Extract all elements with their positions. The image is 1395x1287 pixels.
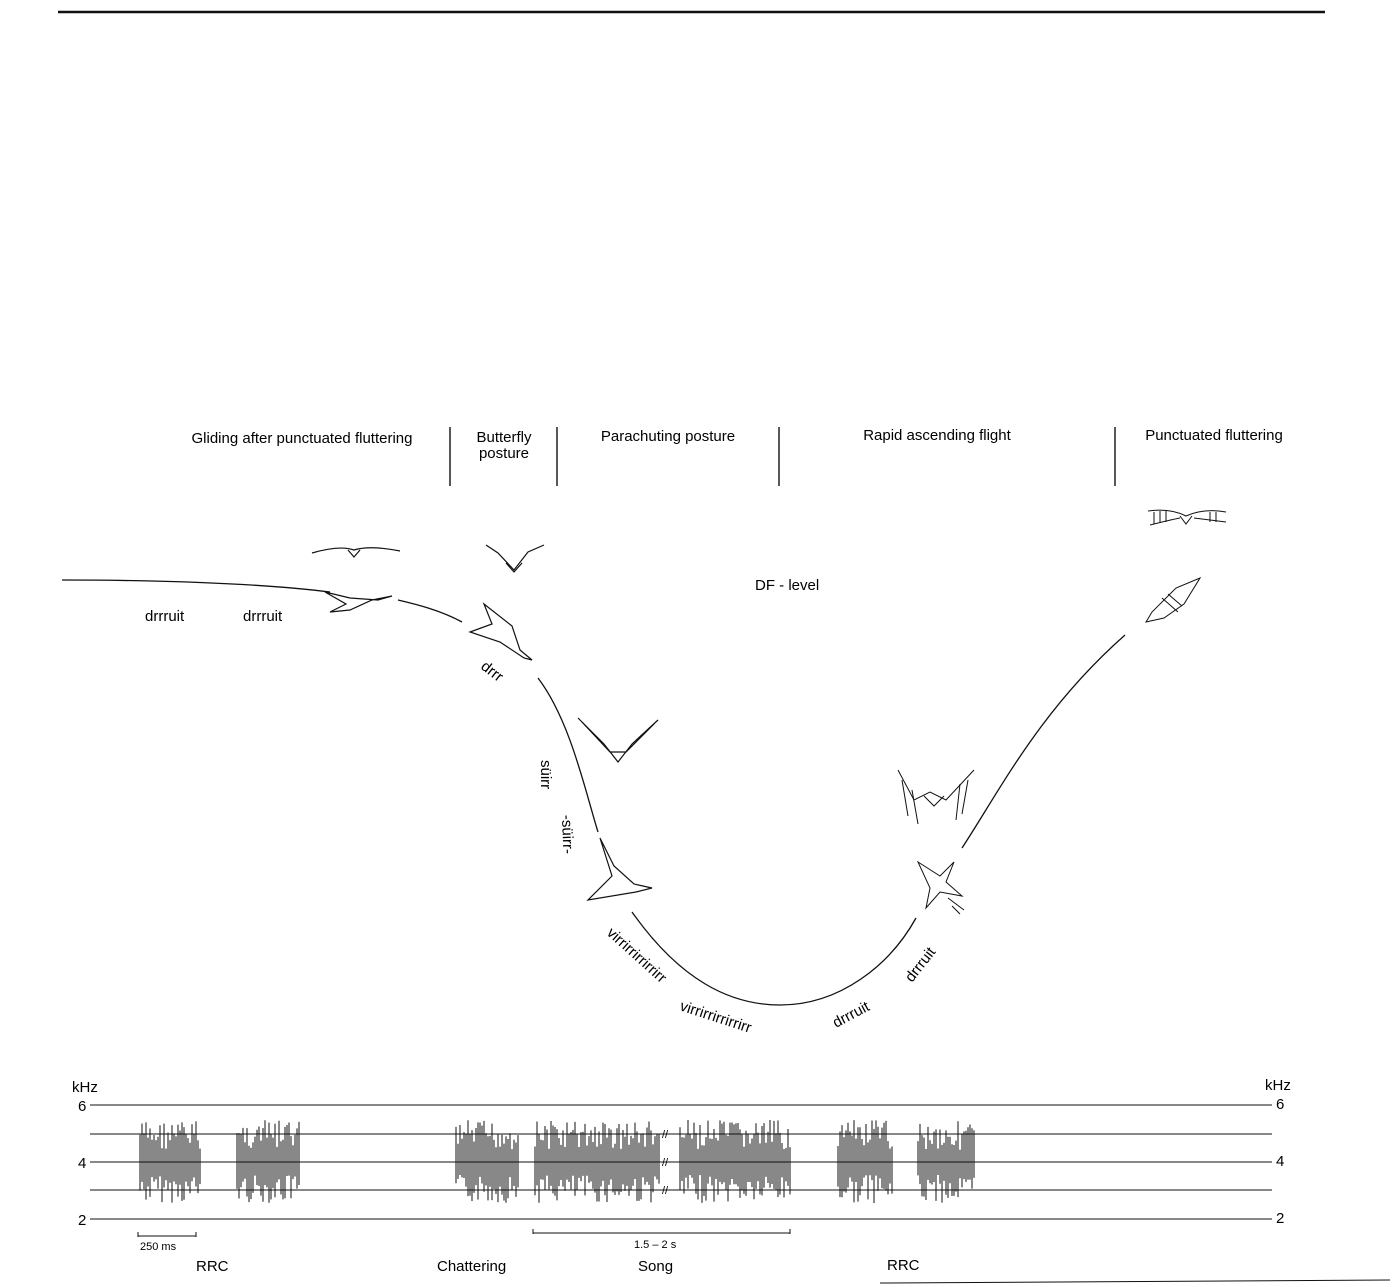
call-drrruit-2: drrruit	[243, 608, 283, 625]
call-suirr-2: -süirr-	[558, 815, 576, 855]
phase-punctuated: Punctuated fluttering	[1145, 427, 1283, 444]
phase-gliding: Gliding after punctuated fluttering	[192, 430, 413, 447]
tick-2-left: 2	[78, 1212, 86, 1229]
tick-4-right: 4	[1276, 1153, 1284, 1170]
phase-butterfly-line2: posture	[479, 445, 529, 462]
call-drrruit-4: drrruit	[902, 943, 940, 985]
bird-ascending-icon	[897, 769, 975, 915]
bird-fluttering-icon	[1144, 509, 1227, 623]
call-drrruit-3: drrruit	[830, 998, 873, 1032]
df-level-label: DF - level	[755, 577, 819, 594]
label-rrc-2: RRC	[887, 1257, 920, 1274]
phase-rapid: Rapid ascending flight	[863, 427, 1011, 444]
call-drrr: drrr	[478, 658, 507, 686]
bird-gliding-icon	[311, 547, 401, 613]
label-rrc-1: RRC	[196, 1258, 229, 1275]
sonogram-traces	[139, 1120, 975, 1203]
bottom-rule	[879, 1279, 1391, 1284]
scale-250ms: 250 ms	[140, 1241, 177, 1253]
call-drrruit-1: drrruit	[145, 608, 185, 625]
tick-6-left: 6	[78, 1098, 86, 1115]
svg-text://: //	[662, 1129, 669, 1141]
flight-path	[61, 579, 1126, 1006]
break-marks: // // //	[662, 1129, 669, 1197]
phase-butterfly-line1: Butterfly	[476, 429, 532, 446]
call-suirr-1: süirr	[537, 760, 554, 789]
call-virrr-1: virrirrirrirrirr	[603, 924, 669, 986]
svg-text://: //	[662, 1185, 669, 1197]
scale-bars	[137, 1229, 791, 1237]
tick-4-left: 4	[78, 1155, 86, 1172]
label-chattering: Chattering	[437, 1258, 506, 1275]
phase-separators	[449, 427, 1116, 486]
bird-butterfly-icon	[468, 544, 545, 661]
call-virrr-2: virrirrirrirrirr	[678, 998, 754, 1037]
kHz-label-left: kHz	[72, 1079, 98, 1096]
phase-parachuting: Parachuting posture	[601, 428, 735, 445]
tick-6-right: 6	[1276, 1096, 1284, 1113]
tick-2-right: 2	[1276, 1210, 1284, 1227]
kHz-label-right: kHz	[1265, 1077, 1291, 1094]
svg-text://: //	[662, 1157, 669, 1169]
label-song: Song	[638, 1258, 673, 1275]
scale-song-duration: 1.5 – 2 s	[634, 1239, 677, 1251]
bird-parachuting-icon	[577, 717, 659, 901]
